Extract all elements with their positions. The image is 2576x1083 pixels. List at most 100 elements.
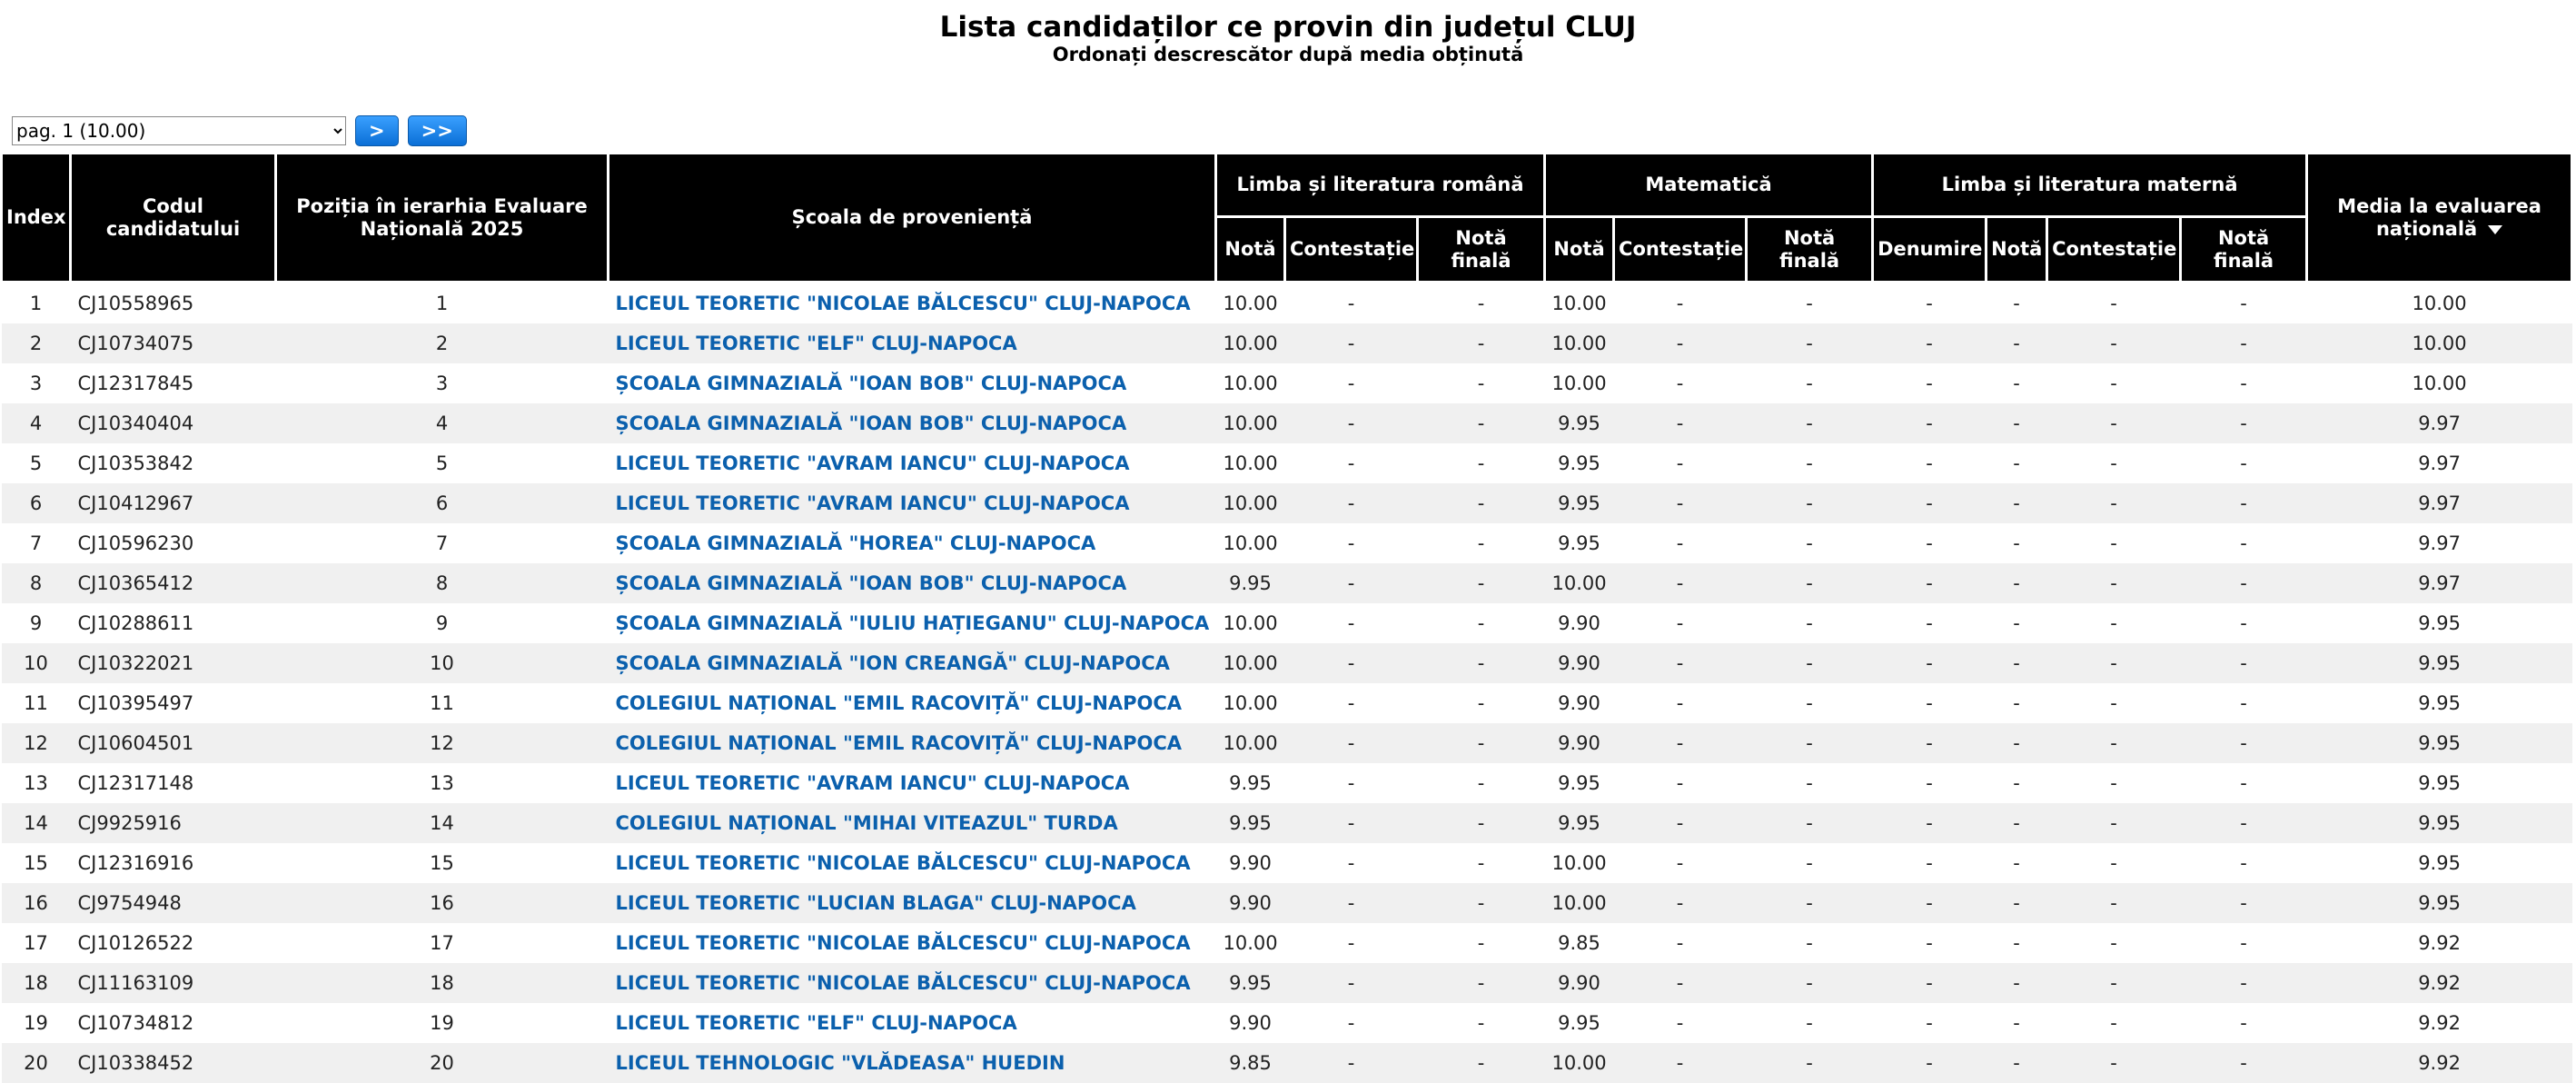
next-button[interactable]: > [355,115,399,146]
table-cell: - [2181,963,2307,1003]
table-cell: - [1285,403,1418,443]
table-cell: - [2047,643,2181,683]
table-cell: - [1418,403,1545,443]
school-cell: LICEUL TEORETIC "NICOLAE BĂLCESCU" CLUJ-… [609,963,1216,1003]
table-cell: - [1418,443,1545,483]
table-cell: - [1873,523,1986,563]
table-cell: CJ10558965 [71,283,276,324]
table-cell: - [2047,763,2181,803]
table-cell: - [2181,603,2307,643]
school-link[interactable]: LICEUL TEORETIC "NICOLAE BĂLCESCU" CLUJ-… [616,932,1191,954]
table-cell: - [1747,483,1873,523]
table-cell: - [2181,723,2307,763]
header-cell: Codul candidatului [71,154,276,283]
table-cell: - [1614,843,1747,883]
table-cell: - [2047,603,2181,643]
table-cell: 10.00 [1216,643,1285,683]
school-link[interactable]: LICEUL TEORETIC "AVRAM IANCU" CLUJ-NAPOC… [616,772,1130,794]
school-cell: LICEUL TEORETIC "ELF" CLUJ-NAPOCA [609,323,1216,363]
table-cell: 13 [276,763,609,803]
school-cell: LICEUL TEORETIC "AVRAM IANCU" CLUJ-NAPOC… [609,763,1216,803]
school-link[interactable]: LICEUL TEORETIC "ELF" CLUJ-NAPOCA [616,333,1017,354]
table-cell: 2 [276,323,609,363]
table-cell: 9.90 [1545,603,1614,643]
table-cell: - [1285,723,1418,763]
table-cell: 9.95 [1216,803,1285,843]
table-cell: - [1614,723,1747,763]
school-link[interactable]: ȘCOALA GIMNAZIALĂ "IOAN BOB" CLUJ-NAPOCA [616,412,1127,434]
header-group: Limba și literatura română [1216,154,1545,217]
table-cell: 1 [2,283,71,324]
table-cell: 9.92 [2307,1003,2572,1043]
school-link[interactable]: LICEUL TEORETIC "NICOLAE BĂLCESCU" CLUJ-… [616,293,1191,314]
table-cell: - [1747,1003,1873,1043]
table-cell: - [1285,683,1418,723]
table-cell: - [1873,763,1986,803]
table-cell: - [1873,563,1986,603]
table-cell: 7 [2,523,71,563]
school-link[interactable]: ȘCOALA GIMNAZIALĂ "IOAN BOB" CLUJ-NAPOCA [616,373,1127,394]
table-cell: 10.00 [1216,603,1285,643]
school-link[interactable]: ȘCOALA GIMNAZIALĂ "ION CREANGĂ" CLUJ-NAP… [616,652,1170,674]
table-cell: - [1285,283,1418,324]
table-cell: - [2181,483,2307,523]
school-link[interactable]: ȘCOALA GIMNAZIALĂ "IOAN BOB" CLUJ-NAPOCA [616,572,1127,594]
table-cell: 9 [2,603,71,643]
table-cell: 10.00 [2307,283,2572,324]
school-link[interactable]: COLEGIUL NAȚIONAL "EMIL RACOVIȚĂ" CLUJ-N… [616,692,1183,714]
table-cell: 18 [276,963,609,1003]
table-cell: 9.97 [2307,403,2572,443]
table-cell: - [1418,1003,1545,1043]
school-link[interactable]: COLEGIUL NAȚIONAL "MIHAI VITEAZUL" TURDA [616,812,1118,834]
table-cell: - [1614,1043,1747,1083]
school-link[interactable]: LICEUL TEHNOLOGIC "VLĂDEASA" HUEDIN [616,1052,1065,1074]
school-link[interactable]: LICEUL TEORETIC "NICOLAE BĂLCESCU" CLUJ-… [616,852,1191,874]
table-cell: - [2047,283,2181,324]
sort-header[interactable]: Media la evaluarea națională [2307,154,2572,283]
table-cell: 9.90 [1545,723,1614,763]
school-link[interactable]: LICEUL TEORETIC "NICOLAE BĂLCESCU" CLUJ-… [616,972,1191,994]
table-cell: 9.95 [1545,403,1614,443]
subheader-cell: Denumire [1873,217,1986,283]
table-cell: - [1614,483,1747,523]
table-cell: 9.95 [2307,763,2572,803]
school-link[interactable]: COLEGIUL NAȚIONAL "EMIL RACOVIȚĂ" CLUJ-N… [616,732,1183,754]
table-cell: - [1747,283,1873,324]
table-cell: CJ10596230 [71,523,276,563]
table-cell: - [1285,883,1418,923]
table-cell: 19 [276,1003,609,1043]
table-cell: - [1873,843,1986,883]
table-cell: - [1614,283,1747,324]
table-cell: - [1873,803,1986,843]
table-cell: - [1285,323,1418,363]
school-link[interactable]: LICEUL TEORETIC "AVRAM IANCU" CLUJ-NAPOC… [616,492,1130,514]
last-button[interactable]: >> [408,115,467,146]
table-cell: 10 [2,643,71,683]
table-cell: - [2047,483,2181,523]
school-link[interactable]: LICEUL TEORETIC "ELF" CLUJ-NAPOCA [616,1012,1017,1034]
table-cell: - [2181,1003,2307,1043]
table-cell: - [1986,963,2047,1003]
school-link[interactable]: ȘCOALA GIMNAZIALĂ "HOREA" CLUJ-NAPOCA [616,532,1096,554]
subheader-cell: Notă finală [1747,217,1873,283]
table-cell: - [2181,803,2307,843]
table-cell: - [2047,323,2181,363]
header-group: Matematică [1545,154,1873,217]
page-select[interactable]: pag. 1 (10.00) [12,116,346,145]
table-cell: - [2181,923,2307,963]
subheader-cell: Contestație [1614,217,1747,283]
school-link[interactable]: LICEUL TEORETIC "AVRAM IANCU" CLUJ-NAPOC… [616,452,1130,474]
table-cell: 9.92 [2307,963,2572,1003]
table-cell: 6 [276,483,609,523]
table-cell: 10.00 [1545,323,1614,363]
school-link[interactable]: ȘCOALA GIMNAZIALĂ "IULIU HAȚIEGANU" CLUJ… [616,612,1210,634]
table-cell: 9.92 [2307,923,2572,963]
school-link[interactable]: LICEUL TEORETIC "LUCIAN BLAGA" CLUJ-NAPO… [616,892,1136,914]
table-cell: 7 [276,523,609,563]
table-cell: 8 [2,563,71,603]
table-cell: 13 [2,763,71,803]
